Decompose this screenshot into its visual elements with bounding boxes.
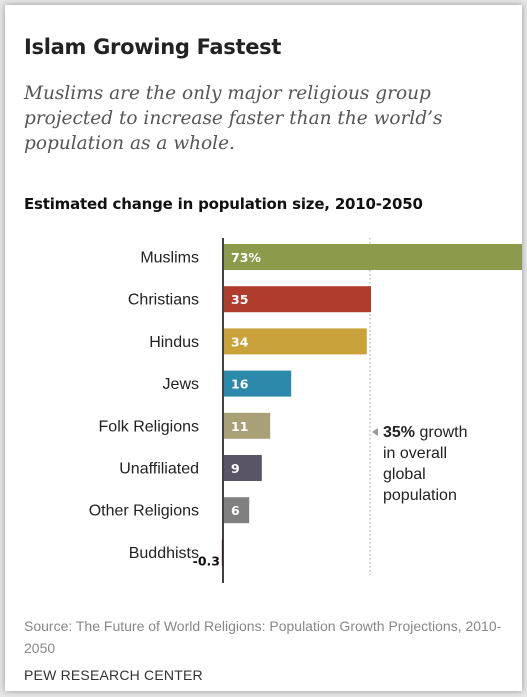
chart-subtitle: Muslims are the only major religious gro… <box>24 83 443 154</box>
value-label-folk-religions: 11 <box>231 419 248 434</box>
category-label-unaffiliated: Unaffiliated <box>119 461 199 478</box>
value-label-muslims: 73% <box>231 250 261 265</box>
bar-chart: Muslims 73% Christians 35 Hindus 34 Jews 16 Folk… <box>89 238 522 583</box>
category-label-other-religions: Other Religions <box>89 503 199 520</box>
value-label-hindus: 34 <box>231 334 249 349</box>
chart-heading: Islam Growing Fastest <box>24 35 282 59</box>
source-note: Source: The Future of World Religions: P… <box>24 618 502 656</box>
reference-arrow-icon <box>372 428 378 436</box>
category-label-folk-religions: Folk Religions <box>99 418 199 435</box>
value-label-unaffiliated: 9 <box>231 461 240 476</box>
bar-jews <box>224 370 292 397</box>
bar-christians <box>224 286 371 313</box>
category-label-christians: Christians <box>128 292 199 309</box>
credit-line: PEW RESEARCH CENTER <box>24 667 203 683</box>
category-label-jews: Jews <box>163 376 199 393</box>
bar-folk-religions <box>224 412 271 439</box>
reference-annotation: 35% growth in overall global population <box>383 424 468 504</box>
chart-title: Estimated change in population size, 201… <box>24 195 423 213</box>
value-label-other-religions: 6 <box>231 503 240 518</box>
value-label-buddhists: -0.3 <box>193 553 220 568</box>
category-label-muslims: Muslims <box>140 250 199 267</box>
bar-muslims <box>224 244 522 270</box>
value-label-christians: 35 <box>231 292 248 307</box>
chart-card: Islam Growing Fastest Muslims are the on… <box>5 5 522 691</box>
bar-unaffiliated <box>224 455 262 481</box>
category-label-hindus: Hindus <box>149 334 199 351</box>
value-label-jews: 16 <box>231 377 249 392</box>
category-label-buddhists: Buddhists <box>129 545 199 562</box>
bar-hindus <box>224 328 367 355</box>
bar-other-religions <box>224 497 250 524</box>
